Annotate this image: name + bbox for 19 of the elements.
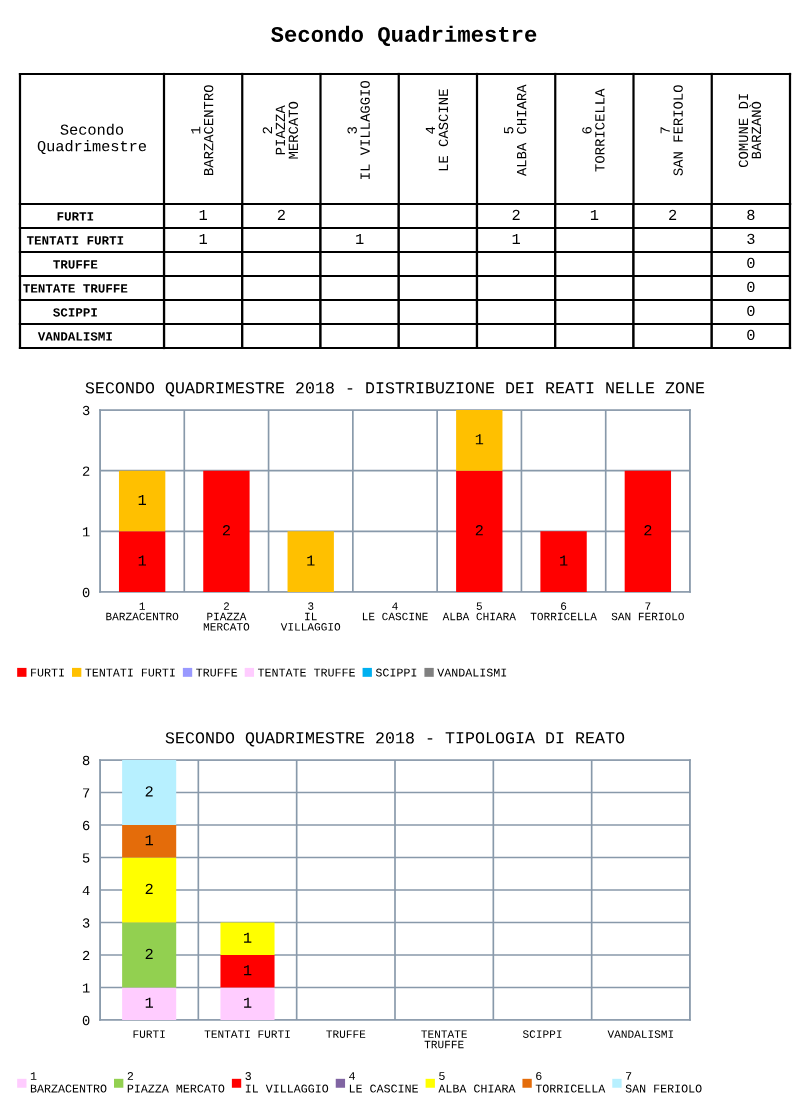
bar xyxy=(118,470,166,532)
bar xyxy=(122,857,177,923)
bar xyxy=(122,825,177,858)
bar xyxy=(122,987,177,1020)
bar xyxy=(540,531,587,592)
bar xyxy=(122,760,177,825)
bar xyxy=(118,531,166,592)
bar xyxy=(624,470,672,592)
chart-title: SECONDO QUADRIMESTRE 2018 - DISTRIBUZIONE DEI REATI NELLE ZONE xyxy=(85,382,705,397)
bar xyxy=(456,410,503,471)
bar xyxy=(122,922,177,988)
bar xyxy=(220,987,275,1020)
chart-title: Secondo Quadrimestre xyxy=(271,25,537,47)
bar xyxy=(456,470,503,592)
chart-title: SECONDO QUADRIMESTRE 2018 - TIPOLOGIA DI REATO xyxy=(165,732,625,747)
bar xyxy=(220,922,275,955)
bar xyxy=(287,531,334,592)
bar xyxy=(203,470,250,592)
bar xyxy=(220,955,275,988)
